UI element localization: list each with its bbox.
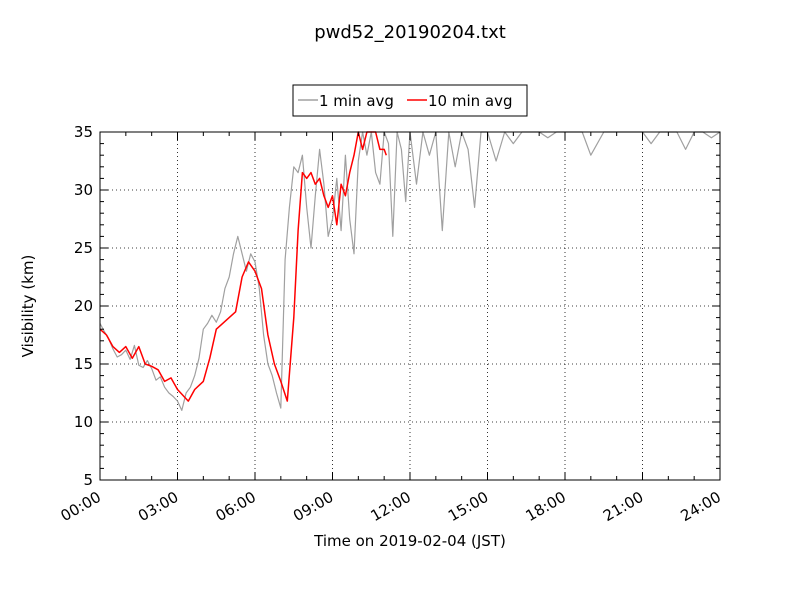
y-tick-label: 15 bbox=[74, 355, 93, 373]
x-tick-label: 06:00 bbox=[213, 488, 259, 525]
y-tick-label: 35 bbox=[74, 123, 93, 141]
series-line-10min-avg bbox=[99, 131, 388, 402]
x-tick-label: 18:00 bbox=[523, 488, 569, 525]
chart-title: pwd52_20190204.txt bbox=[314, 22, 506, 43]
y-axis-label: Visibility (km) bbox=[19, 255, 37, 358]
x-tick-label: 09:00 bbox=[290, 488, 336, 525]
x-axis-label: Time on 2019-02-04 (JST) bbox=[313, 532, 506, 550]
x-tick-label: 03:00 bbox=[135, 488, 181, 525]
x-tick-label: 00:00 bbox=[58, 488, 104, 525]
y-tick-label: 5 bbox=[83, 471, 93, 489]
x-tick-label: 21:00 bbox=[600, 488, 646, 525]
x-tick-label: 12:00 bbox=[368, 488, 414, 525]
plot-area: 00:00 03:00 06:00 09:00 12:00 15:00 18:00 21:00… bbox=[58, 123, 724, 525]
series-line-1min-avg bbox=[99, 131, 721, 411]
x-tick-label: 15:00 bbox=[445, 488, 491, 525]
legend: 1 min avg 10 min avg bbox=[292, 84, 528, 117]
y-tick-label: 10 bbox=[74, 413, 93, 431]
series-layer bbox=[99, 131, 721, 411]
grid-lines bbox=[100, 132, 720, 480]
legend-label-10min: 10 min avg bbox=[428, 92, 513, 110]
y-tick-label: 30 bbox=[74, 181, 93, 199]
y-tick-label: 20 bbox=[74, 297, 93, 315]
y-tick-label: 25 bbox=[74, 239, 93, 257]
legend-label-1min: 1 min avg bbox=[319, 92, 394, 110]
x-tick-label: 24:00 bbox=[678, 488, 724, 525]
